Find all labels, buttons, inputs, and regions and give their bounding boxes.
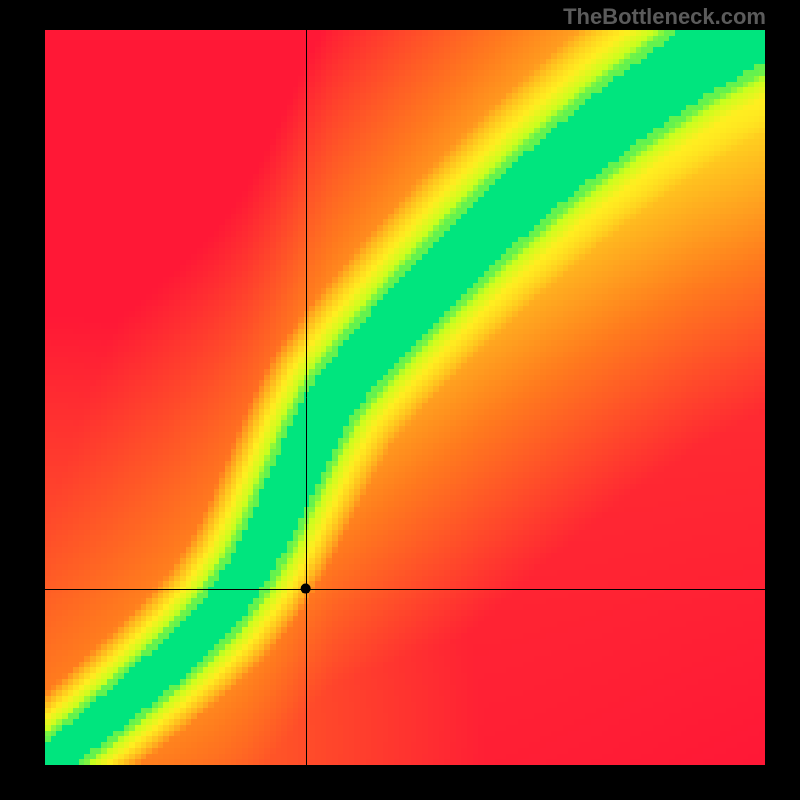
chart-container: { "meta": { "source_label": "TheBottlene… <box>0 0 800 800</box>
bottleneck-heatmap <box>45 30 765 765</box>
watermark-label: TheBottleneck.com <box>563 4 766 30</box>
